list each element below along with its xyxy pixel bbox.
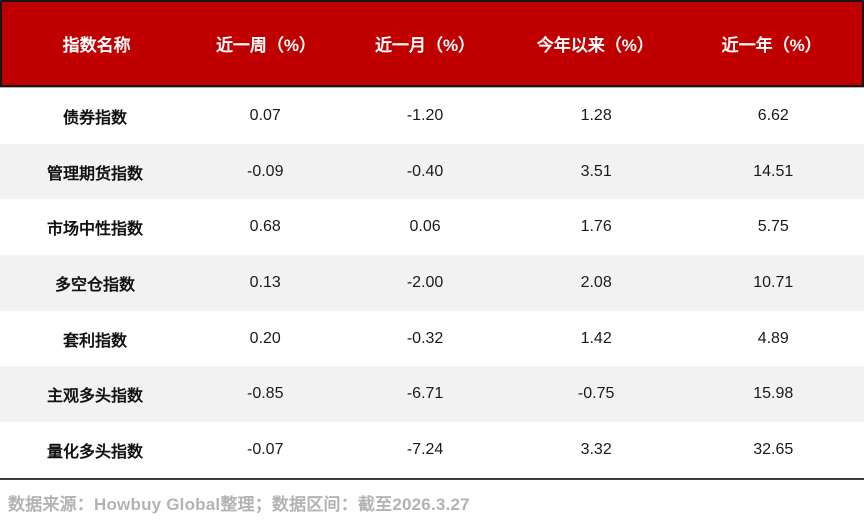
ytd-value-cell: 3.32 — [580, 440, 612, 458]
month-value-cell: -1.20 — [406, 106, 444, 124]
ytd-value-cell: 3.51 — [580, 162, 612, 180]
column-header-week: 近一周（%） — [215, 36, 317, 55]
year-value-cell: 15.98 — [753, 385, 794, 403]
source-note: 数据来源：Howbuy Global整理；数据区间：截至2026.3.27 — [0, 477, 864, 515]
table-row: 套利指数 0.20 -0.32 1.42 4.89 — [0, 310, 864, 367]
ytd-value-cell: 1.42 — [580, 329, 612, 347]
table-row: 管理期货指数 -0.09 -0.40 3.51 14.51 — [0, 143, 864, 200]
year-value-cell: 6.62 — [757, 106, 789, 124]
week-value-cell: -0.09 — [247, 162, 284, 180]
year-value-cell: 14.51 — [753, 162, 794, 180]
index-name-cell: 债券指数 — [63, 109, 128, 127]
table-row: 市场中性指数 0.68 0.06 1.76 5.75 — [0, 199, 864, 256]
index-name-cell: 套利指数 — [63, 332, 128, 350]
column-header-month: 近一月（%） — [375, 36, 476, 55]
index-name-cell: 市场中性指数 — [47, 221, 144, 239]
week-value-cell: -0.85 — [247, 385, 284, 403]
table-body: 债券指数 0.07 -1.20 1.28 6.62 管理期货指数 -0.09 -… — [0, 88, 864, 478]
column-header-year: 近一年（%） — [721, 36, 822, 55]
week-value-cell: 0.20 — [249, 329, 281, 347]
column-header-ytd: 今年以来（%） — [536, 36, 654, 55]
week-value-cell: 0.13 — [249, 273, 281, 291]
month-value-cell: -0.40 — [406, 162, 444, 180]
index-name-cell: 多空仓指数 — [55, 276, 136, 294]
ytd-value-cell: 1.76 — [580, 218, 612, 236]
ytd-value-cell: 2.08 — [580, 273, 612, 291]
table-header: 指数名称 近一周（%） 近一月（%） 今年以来（%） 近一年（%） — [0, 0, 864, 87]
year-value-cell: 5.75 — [757, 218, 789, 236]
header-divider — [0, 87, 864, 88]
month-value-cell: -7.24 — [406, 440, 444, 458]
week-value-cell: -0.07 — [247, 440, 284, 458]
index-name-cell: 主观多头指数 — [47, 388, 144, 406]
year-value-cell: 4.89 — [757, 329, 789, 347]
index-name-cell: 管理期货指数 — [47, 165, 144, 183]
ytd-value-cell: -0.75 — [577, 385, 615, 403]
month-value-cell: -2.00 — [406, 273, 444, 291]
month-value-cell: -6.71 — [406, 385, 444, 403]
year-value-cell: 32.65 — [753, 440, 794, 458]
year-value-cell: 10.71 — [753, 273, 794, 291]
table-row: 多空仓指数 0.13 -2.00 2.08 10.71 — [0, 255, 864, 311]
week-value-cell: 0.68 — [249, 218, 281, 236]
ytd-value-cell: 1.28 — [580, 106, 612, 124]
month-value-cell: 0.06 — [409, 218, 441, 236]
month-value-cell: -0.32 — [406, 329, 444, 347]
week-value-cell: 0.07 — [249, 106, 281, 124]
table-row: 债券指数 0.07 -1.20 1.28 6.62 — [0, 88, 864, 144]
column-header-index-name: 指数名称 — [62, 36, 131, 55]
table-row: 量化多头指数 -0.07 -7.24 3.32 32.65 — [0, 422, 864, 478]
index-name-cell: 量化多头指数 — [47, 443, 144, 461]
table-row: 主观多头指数 -0.85 -6.71 -0.75 15.98 — [0, 366, 864, 423]
